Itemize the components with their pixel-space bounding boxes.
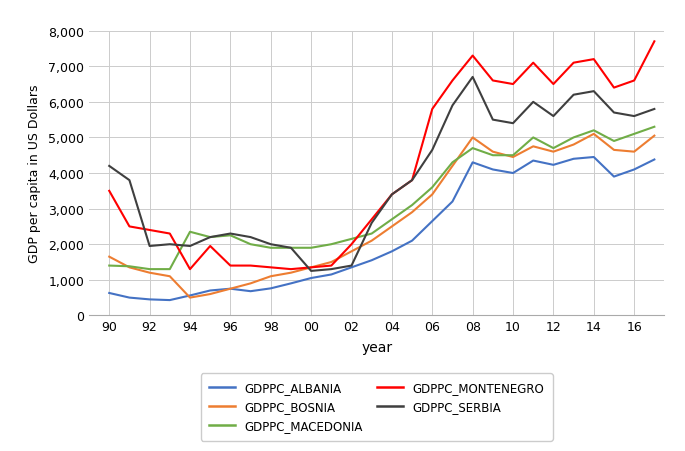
Legend: GDPPC_ALBANIA, GDPPC_BOSNIA, GDPPC_MACEDONIA, GDPPC_MONTENEGRO, GDPPC_SERBIA: GDPPC_ALBANIA, GDPPC_BOSNIA, GDPPC_MACED… bbox=[201, 373, 553, 441]
X-axis label: year: year bbox=[361, 341, 393, 354]
Y-axis label: GDP per capita in US Dollars: GDP per capita in US Dollars bbox=[28, 85, 41, 262]
